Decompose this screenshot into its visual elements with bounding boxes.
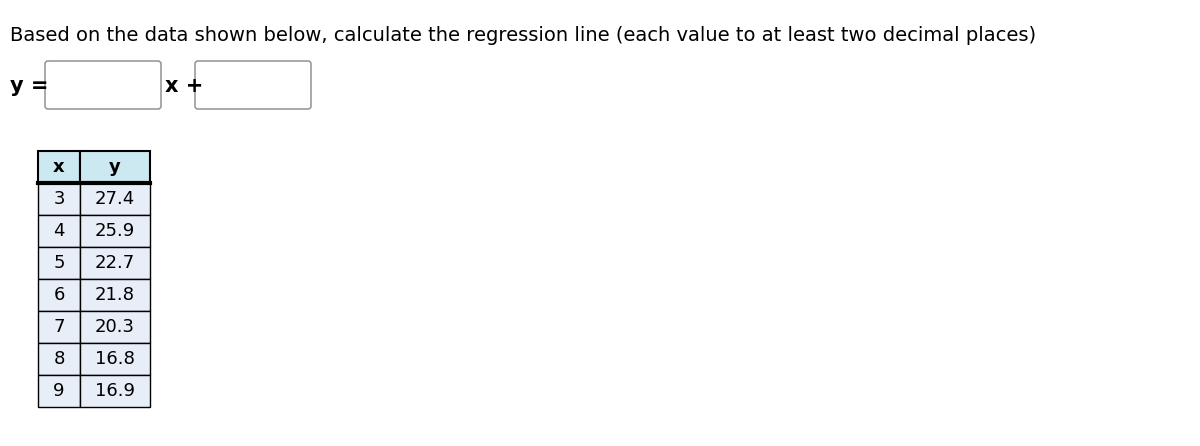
Text: 9: 9 xyxy=(53,382,65,400)
Bar xyxy=(38,151,80,183)
Text: Based on the data shown below, calculate the regression line (each value to at l: Based on the data shown below, calculate… xyxy=(10,26,1036,45)
Bar xyxy=(38,247,80,279)
FancyBboxPatch shape xyxy=(194,61,311,109)
Bar xyxy=(80,375,150,407)
Bar xyxy=(80,151,150,183)
Text: 25.9: 25.9 xyxy=(95,222,136,240)
Bar xyxy=(38,343,80,375)
Text: 16.9: 16.9 xyxy=(95,382,134,400)
Bar xyxy=(38,215,80,247)
FancyBboxPatch shape xyxy=(46,61,161,109)
Text: 16.8: 16.8 xyxy=(95,350,134,368)
Text: 21.8: 21.8 xyxy=(95,286,134,304)
Text: 27.4: 27.4 xyxy=(95,190,136,208)
Text: 20.3: 20.3 xyxy=(95,318,134,336)
Bar xyxy=(80,215,150,247)
Text: 6: 6 xyxy=(53,286,65,304)
Text: 7: 7 xyxy=(53,318,65,336)
Text: 5: 5 xyxy=(53,254,65,272)
Bar xyxy=(80,343,150,375)
Bar xyxy=(38,279,80,311)
Bar xyxy=(80,247,150,279)
Bar xyxy=(38,183,80,215)
Text: x +: x + xyxy=(166,76,203,96)
Text: y: y xyxy=(109,158,121,176)
Text: x: x xyxy=(53,158,65,176)
Bar xyxy=(38,311,80,343)
Text: 3: 3 xyxy=(53,190,65,208)
Bar xyxy=(38,375,80,407)
Bar xyxy=(80,183,150,215)
Bar xyxy=(80,279,150,311)
Text: 8: 8 xyxy=(53,350,65,368)
Text: 4: 4 xyxy=(53,222,65,240)
Text: y =: y = xyxy=(10,76,48,96)
Text: 22.7: 22.7 xyxy=(95,254,136,272)
Bar xyxy=(80,311,150,343)
